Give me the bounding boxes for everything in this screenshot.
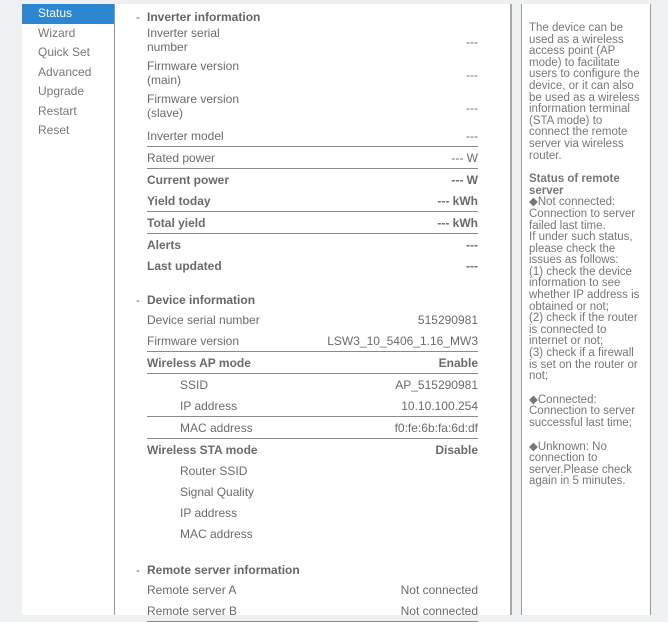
info-row: SSID AP_515290981: [147, 374, 478, 395]
row-value: ---: [466, 237, 478, 252]
row-label: IP address: [180, 398, 238, 413]
inverter-section: - Inverter information Inverter serial nu…: [136, 9, 478, 276]
row-value: 515290981: [417, 312, 478, 327]
inverter-section-toggle[interactable]: - Inverter information: [136, 10, 261, 24]
info-row: Inverter model ---: [147, 125, 478, 147]
info-row: Current power --- W: [147, 169, 478, 190]
sidebar-item-upgrade[interactable]: Upgrade: [38, 84, 85, 98]
row-label: Wireless STA mode: [147, 442, 258, 457]
help-intro: The device can be used as a wireless acc…: [529, 22, 640, 162]
row-label: Wireless AP mode: [147, 355, 251, 370]
info-row: Firmware version LSW3_10_5406_1.16_MW3: [147, 330, 478, 352]
row-label: Inverter model: [147, 128, 224, 143]
info-row: Wireless AP mode Enable: [147, 352, 478, 374]
info-row: Last updated ---: [147, 255, 478, 276]
info-row: Device serial number 515290981: [147, 309, 478, 330]
row-value: ---: [466, 258, 478, 273]
row-label: MAC address: [180, 526, 253, 541]
info-row: Firmware version (main) ---: [147, 59, 478, 92]
row-value: AP_515290981: [395, 377, 478, 392]
row-label: SSID: [180, 377, 209, 392]
section-title: Device information: [147, 293, 256, 307]
row-label: Firmware version (main): [147, 59, 240, 87]
help-status-title: Status of remote server: [529, 173, 620, 197]
row-value: 10.10.100.254: [401, 398, 478, 413]
row-value: Not connected: [400, 603, 478, 618]
row-value: Enable: [438, 355, 478, 370]
row-value: f0:fe:6b:fa:6d:df: [394, 420, 478, 435]
row-label: Yield today: [147, 193, 211, 208]
row-label: Rated power: [147, 150, 216, 165]
sidebar-item-quick-set[interactable]: Quick Set: [38, 45, 91, 59]
row-value: --- kWh: [437, 215, 478, 230]
divider: [512, 4, 521, 615]
info-row: IP address: [147, 502, 478, 523]
help-check-3: (3) check if a firewall is set on the ro…: [529, 347, 638, 383]
section-title: Remote server information: [147, 563, 300, 577]
help-check-1: (1) check the device information to see …: [529, 265, 640, 313]
info-row: Firmware version (slave) ---: [147, 92, 478, 125]
row-value: --- W: [451, 150, 478, 165]
row-label: Current power: [147, 172, 230, 187]
info-row: Rated power --- W: [147, 147, 478, 169]
row-value: LSW3_10_5406_1.16_MW3: [327, 333, 478, 348]
row-label: Firmware version: [147, 333, 240, 348]
row-label: Router SSID: [180, 463, 248, 478]
help-unknown: ◆Unknown: No connection to server.Please…: [529, 440, 632, 488]
info-row: MAC address: [147, 523, 478, 544]
help-not-connected: ◆Not connected: Connection to server fai…: [529, 196, 636, 232]
remote-section-toggle[interactable]: - Remote server information: [136, 563, 300, 577]
row-label: Device serial number: [147, 312, 260, 327]
row-label: IP address: [180, 505, 238, 520]
sidebar-item-status[interactable]: Status: [22, 4, 114, 24]
info-row: MAC address f0:fe:6b:fa:6d:df: [147, 417, 478, 439]
info-row: Yield today --- kWh: [147, 190, 478, 212]
help-if-under: If under such status, please check the i…: [529, 231, 633, 267]
row-value: ---: [466, 128, 478, 143]
row-label: Remote server A: [147, 582, 237, 597]
row-label: Firmware version (slave): [147, 92, 240, 120]
sidebar-item-advanced[interactable]: Advanced: [38, 64, 92, 79]
info-row: Router SSID: [147, 460, 478, 481]
remote-section: - Remote server information Remote server…: [136, 562, 478, 622]
row-label: Inverter serial number: [147, 26, 220, 54]
info-row: Total yield --- kWh: [147, 212, 478, 234]
row-value: ---: [466, 101, 478, 115]
row-label: Alerts: [147, 237, 182, 252]
info-row: Alerts ---: [147, 234, 478, 255]
status-panel: - Inverter information Inverter serial nu…: [115, 4, 512, 622]
row-label: Signal Quality: [180, 484, 255, 499]
row-value: Disable: [435, 442, 478, 457]
row-value: --- kWh: [437, 193, 478, 208]
sidebar-item-restart[interactable]: Restart: [38, 103, 77, 118]
info-row: Remote server A Not connected: [147, 579, 478, 600]
info-row: IP address 10.10.100.254: [147, 395, 478, 417]
info-row: Wireless STA mode Disable: [147, 439, 478, 460]
device-section-toggle[interactable]: - Device information: [136, 293, 256, 307]
info-row: Signal Quality: [147, 481, 478, 502]
info-row: Inverter serial number ---: [147, 26, 478, 59]
row-label: MAC address: [180, 420, 253, 435]
row-value: --- W: [451, 172, 478, 187]
row-value: Not connected: [400, 582, 478, 597]
help-panel: The device can be used as a wireless acc…: [521, 4, 651, 615]
row-label: Total yield: [147, 215, 206, 230]
row-label: Last updated: [147, 258, 222, 273]
device-section: - Device information Device serial number…: [136, 292, 478, 544]
help-connected: ◆Connected: Connection to server success…: [529, 393, 636, 429]
section-title: Inverter information: [147, 10, 261, 24]
sidebar: Status Wizard Quick Set Advanced Upgrade…: [22, 4, 115, 615]
row-value: ---: [466, 68, 478, 82]
info-row: Remote server B Not connected: [147, 600, 478, 622]
sidebar-item-wizard[interactable]: Wizard: [38, 25, 76, 40]
row-value: ---: [466, 35, 478, 49]
row-label: Remote server B: [147, 603, 238, 618]
sidebar-item-reset[interactable]: Reset: [38, 123, 70, 137]
help-check-2: (2) check if the router is connected to …: [529, 312, 638, 348]
